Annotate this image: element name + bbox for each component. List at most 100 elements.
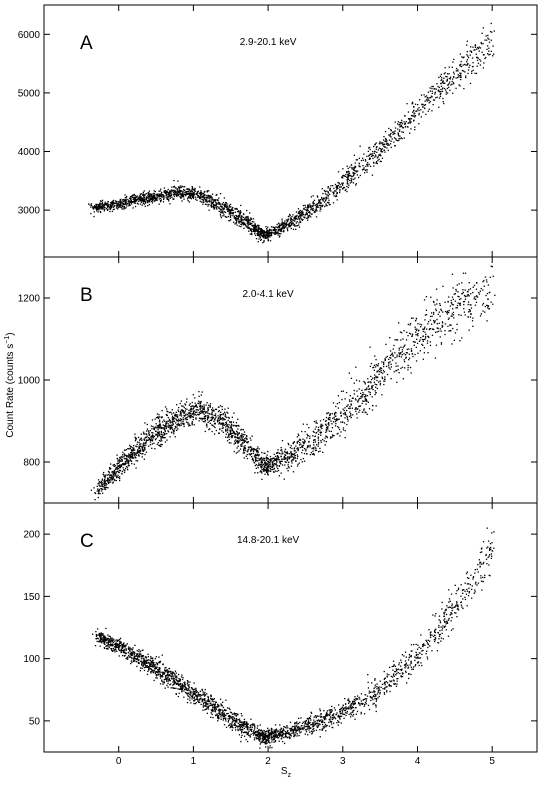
data-point: [302, 213, 304, 215]
data-point: [422, 328, 424, 330]
data-point: [290, 454, 292, 456]
data-point: [472, 325, 474, 327]
data-point: [295, 451, 297, 453]
data-point: [296, 465, 299, 467]
data-point: [460, 75, 462, 77]
data-point: [210, 205, 212, 207]
data-point: [291, 447, 293, 450]
data-point: [127, 459, 130, 461]
data-point: [257, 736, 259, 738]
data-point: [317, 441, 320, 444]
data-point: [145, 200, 147, 202]
data-point: [103, 471, 105, 474]
data-point: [404, 115, 406, 117]
data-point: [257, 735, 259, 737]
data-point: [298, 226, 301, 228]
data-point: [206, 190, 209, 192]
data-point: [206, 426, 208, 428]
y-tick-label: 5000: [18, 88, 41, 99]
data-point: [299, 219, 301, 221]
data-point: [132, 450, 134, 452]
data-point: [418, 114, 420, 116]
data-point: [395, 362, 397, 364]
data-point: [459, 85, 461, 87]
data-point: [381, 377, 384, 380]
data-point: [235, 207, 237, 210]
data-point: [255, 229, 257, 231]
data-point: [448, 86, 450, 88]
data-point: [366, 413, 368, 415]
data-point: [451, 315, 453, 317]
data-point: [303, 442, 305, 445]
data-point: [256, 228, 258, 230]
data-point: [425, 113, 427, 115]
data-point: [458, 84, 460, 86]
data-point: [464, 289, 466, 291]
data-point: [122, 463, 124, 465]
data-point: [191, 421, 193, 423]
data-point: [304, 204, 306, 206]
data-point: [354, 398, 357, 400]
data-point: [431, 90, 433, 92]
data-point: [387, 365, 390, 367]
data-point: [278, 459, 280, 461]
data-point: [138, 452, 140, 454]
data-point: [178, 190, 180, 193]
data-point: [459, 304, 461, 306]
data-point: [399, 126, 401, 128]
data-point: [467, 57, 470, 59]
data-point: [247, 446, 250, 448]
data-point: [233, 443, 235, 445]
data-point: [212, 417, 214, 419]
data-point: [319, 201, 321, 203]
data-point: [473, 298, 475, 300]
data-point: [250, 446, 252, 448]
data-point: [138, 649, 140, 651]
data-point: [128, 448, 130, 450]
data-point: [117, 476, 120, 479]
data-point: [264, 452, 266, 454]
data-point: [171, 186, 173, 188]
data-point: [264, 237, 266, 239]
data-point: [246, 221, 248, 223]
data-point: [393, 344, 395, 347]
data-point: [126, 460, 128, 462]
data-point: [467, 291, 469, 293]
data-point: [236, 218, 238, 220]
data-point: [258, 235, 260, 237]
data-point: [158, 421, 161, 423]
data-point: [112, 476, 114, 478]
data-point: [249, 227, 251, 229]
data-point: [296, 447, 299, 449]
data-point: [187, 421, 189, 424]
data-point: [135, 467, 137, 469]
data-point: [271, 231, 273, 233]
data-point: [449, 329, 451, 332]
data-point: [340, 415, 342, 417]
data-point: [164, 678, 166, 680]
data-point: [253, 229, 255, 231]
data-point: [135, 200, 137, 202]
data-point: [416, 328, 418, 330]
data-point: [319, 202, 321, 204]
data-point: [229, 206, 231, 208]
data-point: [103, 203, 105, 205]
data-point: [222, 201, 225, 204]
data-point: [279, 226, 281, 228]
data-point: [382, 143, 385, 146]
data-point: [181, 405, 183, 407]
data-point: [156, 426, 158, 428]
data-point: [139, 438, 142, 440]
data-point: [137, 452, 139, 454]
data-point: [175, 411, 177, 413]
data-point: [138, 198, 141, 200]
data-point: [422, 335, 424, 338]
data-point: [242, 439, 244, 442]
data-point: [218, 207, 220, 209]
data-point: [469, 82, 472, 85]
data-point: [470, 51, 473, 53]
data-point: [239, 221, 242, 223]
data-point: [338, 401, 340, 404]
data-point: [226, 216, 228, 218]
data-point: [105, 484, 107, 487]
